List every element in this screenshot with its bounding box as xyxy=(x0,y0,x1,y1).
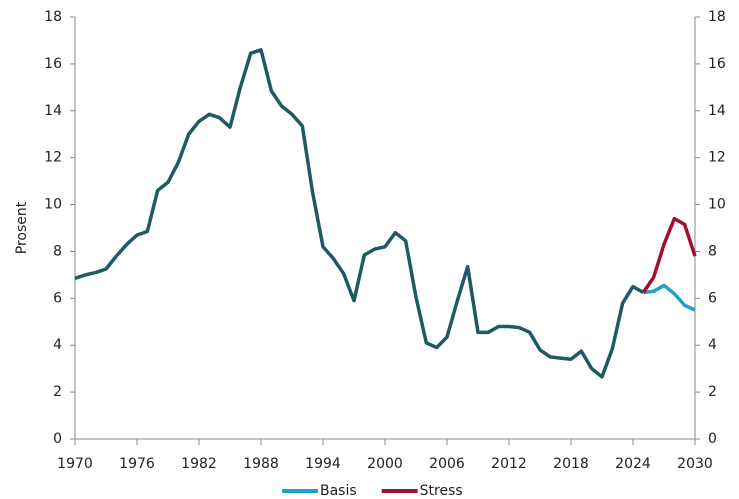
y-tick-label: 10 xyxy=(44,197,62,213)
y2-tick-label: 14 xyxy=(708,103,726,119)
x-tick-label: 2024 xyxy=(615,456,651,472)
y2-tick-label: 6 xyxy=(708,290,717,306)
y2-tick-label: 8 xyxy=(708,243,717,259)
y-tick-label: 8 xyxy=(53,243,62,259)
y2-tick-label: 4 xyxy=(708,337,717,353)
y-axis-label: Prosent xyxy=(14,201,30,254)
y2-tick-label: 10 xyxy=(708,197,726,213)
x-tick-label: 2012 xyxy=(491,456,527,472)
y2-tick-label: 0 xyxy=(708,431,717,447)
x-tick-label: 1994 xyxy=(305,456,341,472)
legend-label: Stress xyxy=(420,483,463,499)
x-tick-label: 2000 xyxy=(367,456,403,472)
y-tick-label: 14 xyxy=(44,103,62,119)
y-tick-label: 16 xyxy=(44,56,62,72)
y2-tick-label: 16 xyxy=(708,56,726,72)
line-series xyxy=(643,283,696,312)
x-tick-label: 1982 xyxy=(181,456,217,472)
y-tick-label: 18 xyxy=(44,9,62,25)
y2-tick-label: 2 xyxy=(708,384,717,400)
x-tick-label: 2006 xyxy=(429,456,465,472)
y-tick-label: 0 xyxy=(53,431,62,447)
y-tick-label: 12 xyxy=(44,150,62,166)
x-tick-label: 2018 xyxy=(553,456,589,472)
line-series xyxy=(641,216,697,294)
legend-label: Basis xyxy=(320,483,357,499)
x-tick-label: 1988 xyxy=(243,456,279,472)
y2-tick-label: 18 xyxy=(708,9,726,25)
line-series xyxy=(74,48,645,379)
x-tick-label: 1970 xyxy=(57,456,93,472)
y-tick-label: 4 xyxy=(53,337,62,353)
y-tick-label: 6 xyxy=(53,290,62,306)
x-tick-label: 2030 xyxy=(677,456,713,472)
y-tick-label: 2 xyxy=(53,384,62,400)
y2-tick-label: 12 xyxy=(708,150,726,166)
x-tick-label: 1976 xyxy=(119,456,155,472)
